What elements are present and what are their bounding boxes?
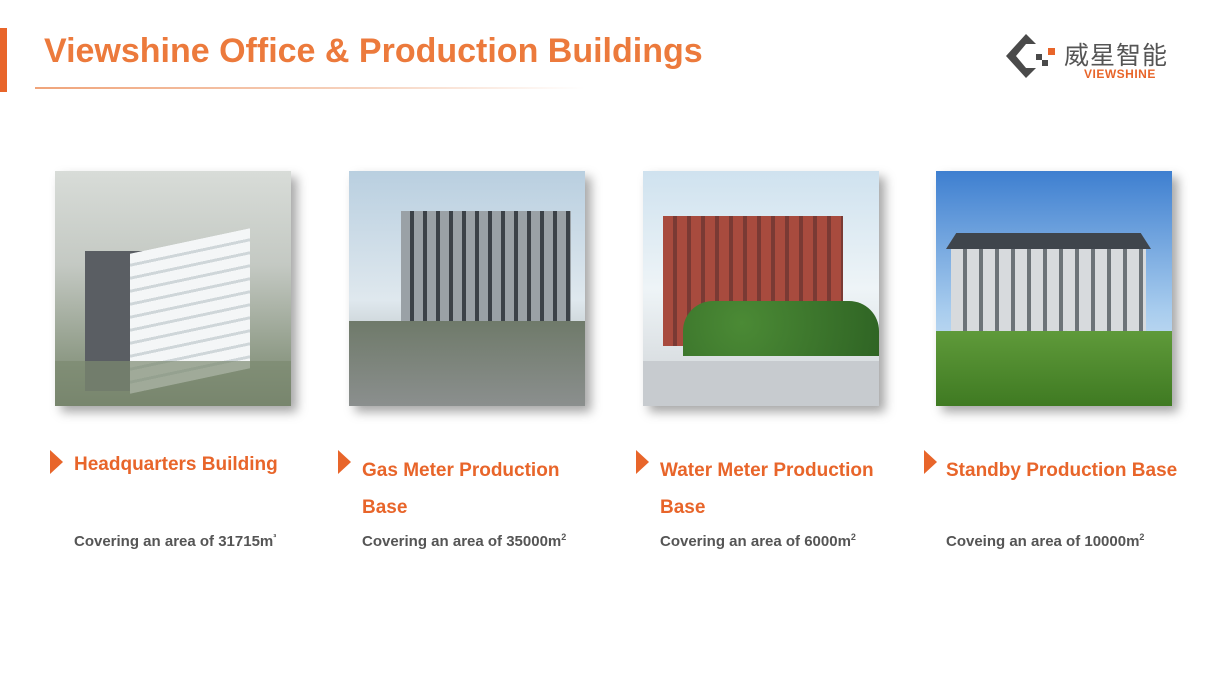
logo-english-text: VIEWSHINE xyxy=(1084,67,1156,81)
area-text: Covering an area of 35000m xyxy=(362,533,562,550)
logo-mark-icon xyxy=(1006,34,1055,78)
accent-bar xyxy=(0,28,7,92)
bullet-arrow-icon xyxy=(338,450,351,474)
building-area: Covering an area of 6000m2 xyxy=(660,532,856,550)
standby-base-image xyxy=(936,171,1172,406)
area-unit-sup: ³ xyxy=(273,532,277,542)
area-text: Coveing an area of 10000m xyxy=(946,533,1140,550)
building-area: Covering an area of 31715m³ xyxy=(74,532,276,550)
bullet-arrow-icon xyxy=(636,450,649,474)
area-text: Covering an area of 6000m xyxy=(660,533,851,550)
gas-meter-base-image xyxy=(349,171,585,406)
building-area: Covering an area of 35000m2 xyxy=(362,532,566,550)
building-title: Standby Production Base xyxy=(946,460,1178,481)
viewshine-logo: 威星智能 VIEWSHINE xyxy=(1002,30,1177,85)
area-unit-sup: 2 xyxy=(1139,532,1145,542)
area-unit-sup: 2 xyxy=(850,532,856,542)
area-text: Covering an area of 31715m xyxy=(74,533,274,550)
building-title: Gas Meter Production Base xyxy=(362,460,560,518)
building-title: Water Meter Production Base xyxy=(660,460,874,518)
bullet-arrow-icon xyxy=(924,450,937,474)
page-title: Viewshine Office & Production Buildings xyxy=(44,32,703,70)
area-unit-sup: 2 xyxy=(561,532,567,542)
water-meter-base-image xyxy=(643,171,879,406)
title-divider xyxy=(35,87,585,89)
logo-chinese-text: 威星智能 xyxy=(1064,41,1169,70)
headquarters-image xyxy=(55,171,291,406)
bullet-arrow-icon xyxy=(50,450,63,474)
building-title: Headquarters Building xyxy=(74,454,278,475)
building-area: Coveing an area of 10000m2 xyxy=(946,532,1144,550)
